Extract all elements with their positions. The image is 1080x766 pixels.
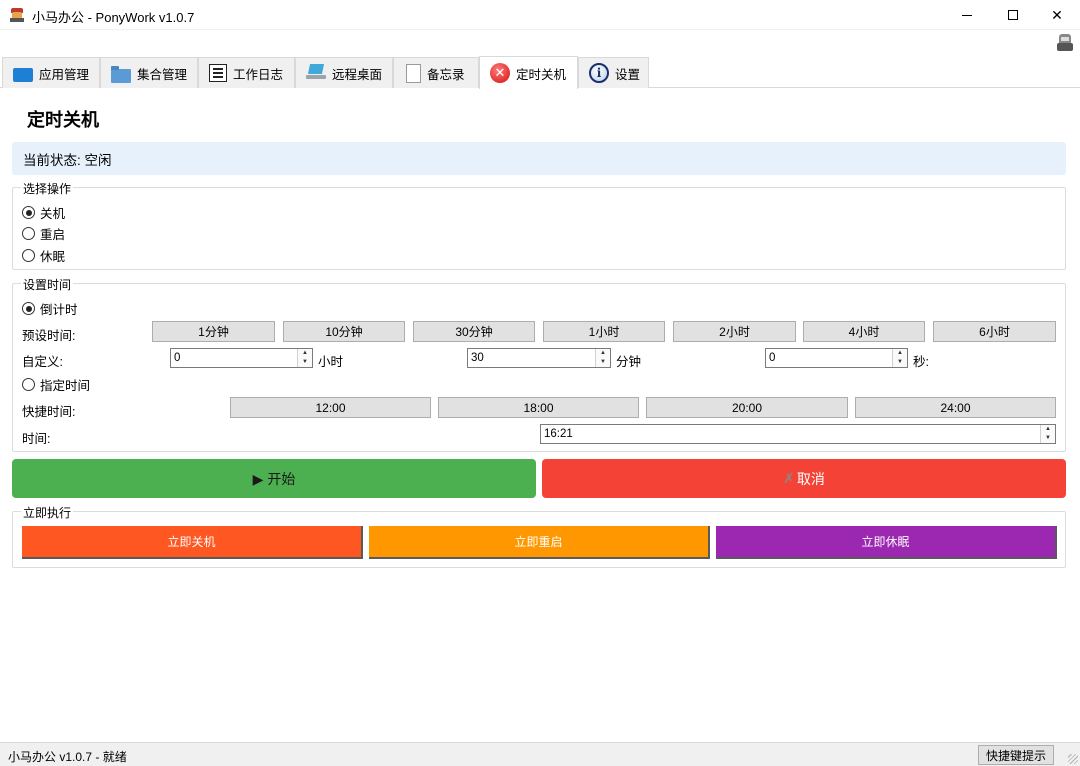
cancel-button[interactable]: ✗ 取消 xyxy=(542,459,1066,498)
resize-grip-icon[interactable] xyxy=(1068,754,1078,764)
preset-button[interactable]: 6小时 xyxy=(933,321,1056,342)
tab-label: 备忘录 xyxy=(427,67,465,82)
group-title: 设置时间 xyxy=(21,276,74,293)
close-circle-icon: ✕ xyxy=(490,63,510,83)
tab-settings[interactable]: i 设置 xyxy=(578,57,649,88)
window-title: 小马办公 - PonyWork v1.0.7 xyxy=(32,10,195,25)
tab-label: 集合管理 xyxy=(137,67,188,82)
status-bar: 小马办公 v1.0.7 - 就绪 快捷键提示 xyxy=(0,742,1080,766)
tab-label: 应用管理 xyxy=(39,67,90,82)
spin-arrows[interactable]: ▲ ▼ xyxy=(1040,425,1055,443)
tab-memo[interactable]: 备忘录 xyxy=(393,57,479,88)
quick-time-button[interactable]: 18:00 xyxy=(438,397,639,418)
custom-label: 自定义: xyxy=(22,355,63,369)
time-label: 时间: xyxy=(22,432,51,446)
tab-collection-management[interactable]: 集合管理 xyxy=(100,57,198,88)
tab-work-log[interactable]: 工作日志 xyxy=(198,57,295,88)
app-logo-icon xyxy=(9,8,25,22)
close-button[interactable]: ✕ xyxy=(1034,0,1080,30)
time-edit[interactable]: 16:21 ▲ ▼ xyxy=(540,424,1056,444)
group-title: 立即执行 xyxy=(21,504,74,521)
radio-label: 指定时间 xyxy=(40,379,91,393)
sleep-now-button[interactable]: 立即休眠 xyxy=(716,526,1057,559)
tab-label: 工作日志 xyxy=(233,67,284,82)
spin-arrows[interactable]: ▲ ▼ xyxy=(892,349,907,367)
spin-arrows[interactable]: ▲ ▼ xyxy=(297,349,312,367)
page-icon xyxy=(406,63,421,83)
preset-button[interactable]: 4小时 xyxy=(803,321,925,342)
title-bar: 小马办公 - PonyWork v1.0.7 ✕ xyxy=(0,0,1080,30)
preset-button[interactable]: 10分钟 xyxy=(283,321,405,342)
quick-time-label: 快捷时间: xyxy=(22,405,76,419)
hours-value: 0 xyxy=(174,352,181,364)
cancel-x-icon: ✗ xyxy=(783,470,795,486)
tab-app-management[interactable]: 应用管理 xyxy=(2,57,100,88)
radio-label: 重启 xyxy=(40,228,66,242)
page-title: 定时关机 xyxy=(27,110,99,131)
radio-button[interactable] xyxy=(22,227,35,240)
cancel-label: 取消 xyxy=(796,470,825,487)
seconds-spinbox[interactable]: 0 ▲ ▼ xyxy=(765,348,908,368)
seconds-value: 0 xyxy=(769,352,776,364)
tab-label: 设置 xyxy=(615,67,641,82)
time-value: 16:21 xyxy=(544,428,573,440)
radio-label: 休眠 xyxy=(40,250,66,264)
operation-group: 选择操作 xyxy=(12,180,1066,270)
radio-button[interactable] xyxy=(22,378,35,391)
status-text: 小马办公 v1.0.7 - 就绪 xyxy=(8,750,127,764)
minutes-unit: 分钟 xyxy=(616,355,642,369)
tab-bar: 应用管理 集合管理 工作日志 远程桌面 备忘录 ✕ 定时关机 i 设置 xyxy=(0,56,1080,89)
spin-arrows[interactable]: ▲ ▼ xyxy=(595,349,610,367)
radio-label: 关机 xyxy=(40,207,66,221)
start-button[interactable]: ▶ 开始 xyxy=(12,459,536,498)
restart-now-button[interactable]: 立即重启 xyxy=(369,526,710,559)
radio-shutdown[interactable]: 关机 xyxy=(22,203,65,222)
tab-label: 定时关机 xyxy=(516,67,567,82)
immediate-group: 立即执行 xyxy=(12,504,1066,568)
maximize-button[interactable] xyxy=(990,0,1036,30)
seconds-unit: 秒: xyxy=(913,355,929,369)
group-title: 选择操作 xyxy=(21,180,74,197)
radio-countdown[interactable]: 倒计时 xyxy=(22,299,78,318)
start-label: ▶ 开始 xyxy=(252,470,296,487)
preset-button[interactable]: 30分钟 xyxy=(413,321,535,342)
shutdown-now-button[interactable]: 立即关机 xyxy=(22,526,363,559)
tab-label: 远程桌面 xyxy=(332,67,383,82)
minutes-spinbox[interactable]: 30 ▲ ▼ xyxy=(467,348,611,368)
radio-restart[interactable]: 重启 xyxy=(22,224,65,243)
preset-label: 预设时间: xyxy=(22,329,76,343)
radio-specific-time[interactable]: 指定时间 xyxy=(22,375,90,394)
quick-time-button[interactable]: 20:00 xyxy=(646,397,848,418)
info-icon: i xyxy=(589,63,609,83)
monitor-icon xyxy=(13,68,33,82)
maximize-icon xyxy=(1008,10,1018,20)
tab-remote-desktop[interactable]: 远程桌面 xyxy=(295,57,393,88)
folder-icon xyxy=(111,66,131,83)
radio-button[interactable] xyxy=(22,249,35,262)
hours-spinbox[interactable]: 0 ▲ ▼ xyxy=(170,348,313,368)
preset-button[interactable]: 1小时 xyxy=(543,321,665,342)
quick-time-button[interactable]: 24:00 xyxy=(855,397,1056,418)
preset-button[interactable]: 1分钟 xyxy=(152,321,275,342)
radio-label: 倒计时 xyxy=(40,303,78,317)
current-status: 当前状态: 空闲 xyxy=(12,142,1066,175)
close-icon: ✕ xyxy=(1051,6,1063,23)
laptop-icon xyxy=(306,63,326,83)
radio-button[interactable] xyxy=(22,206,35,219)
radio-button[interactable] xyxy=(22,302,35,315)
hotkey-tips-button[interactable]: 快捷键提示 xyxy=(978,745,1054,765)
minutes-value: 30 xyxy=(471,352,484,364)
minimize-icon xyxy=(962,14,972,16)
time-group: 设置时间 xyxy=(12,276,1066,452)
minimize-button[interactable] xyxy=(944,0,990,30)
radio-sleep[interactable]: 休眠 xyxy=(22,246,65,265)
preset-button[interactable]: 2小时 xyxy=(673,321,796,342)
quick-time-button[interactable]: 12:00 xyxy=(230,397,431,418)
user-avatar-icon[interactable] xyxy=(1056,34,1074,52)
hours-unit: 小时 xyxy=(318,355,344,369)
tab-scheduled-shutdown[interactable]: ✕ 定时关机 xyxy=(479,56,578,89)
document-icon xyxy=(209,64,227,82)
